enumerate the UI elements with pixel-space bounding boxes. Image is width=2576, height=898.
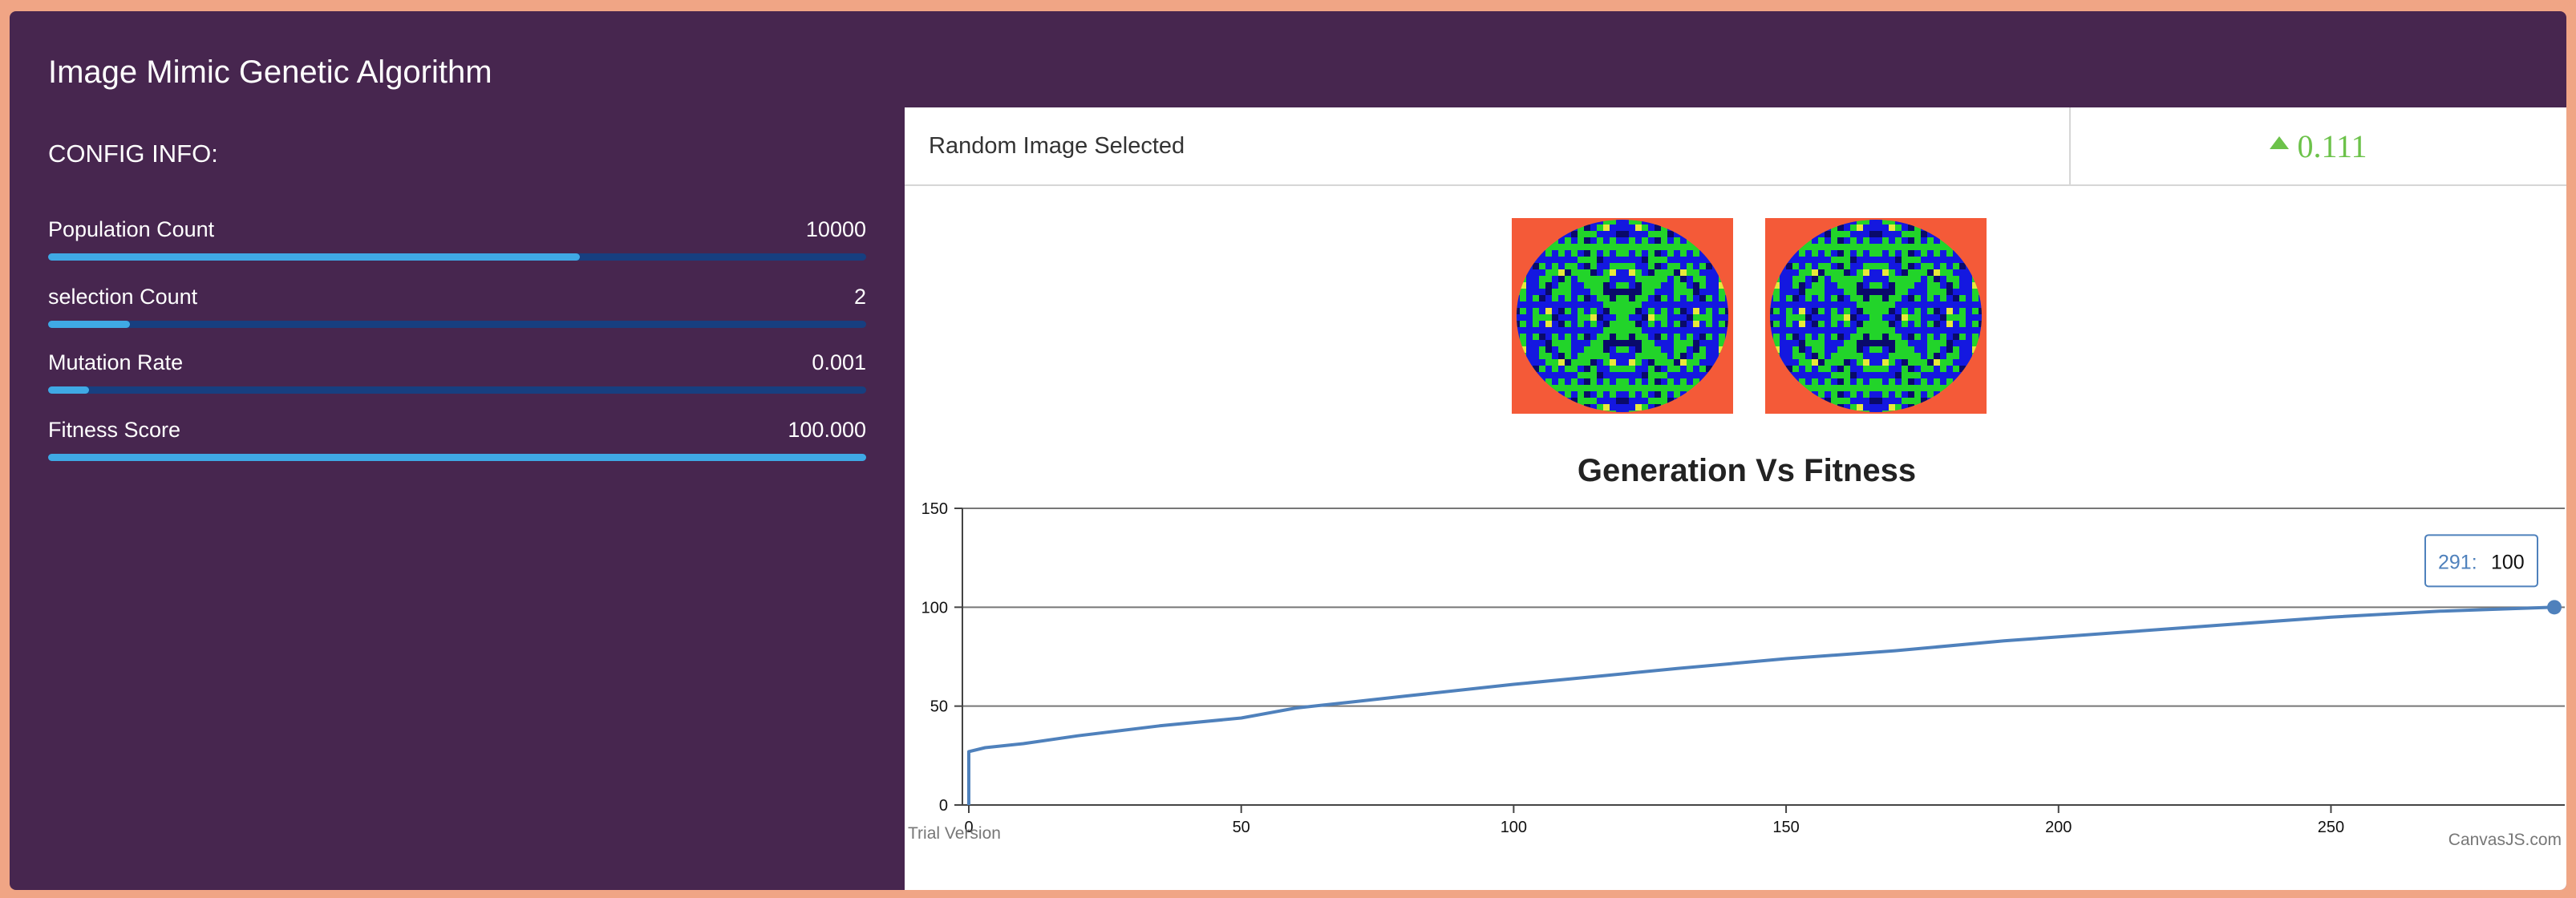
y-tick-label: 0 <box>939 797 948 815</box>
y-tick-label: 150 <box>921 500 948 518</box>
results-panel: Random Image Selected 0.111 Generation V… <box>905 107 2566 890</box>
y-tick-label: 100 <box>921 599 948 617</box>
config-label: Fitness Score <box>48 418 181 442</box>
app-window: Image Mimic Genetic Algorithm CONFIG INF… <box>10 11 2566 890</box>
watermark-right[interactable]: CanvasJS.com <box>2448 831 2562 849</box>
triangle-up-icon <box>2270 136 2290 149</box>
config-value: 2 <box>853 285 866 309</box>
data-point[interactable] <box>2547 600 2562 615</box>
generation-fitness-chart: Generation Vs Fitness 0 50 100 150 0 50 100 150 2… <box>905 452 2566 890</box>
chart-title: Generation Vs Fitness <box>1578 453 1916 488</box>
series-line <box>967 605 2555 805</box>
config-population-count: Population Count 10000 <box>48 215 866 271</box>
app-title: Image Mimic Genetic Algorithm <box>48 55 492 90</box>
chart-svg: Generation Vs Fitness 0 50 100 150 0 50 100 150 2… <box>908 453 2565 849</box>
x-tick-label: 100 <box>1501 819 1527 836</box>
evolved-image <box>1765 218 1987 414</box>
x-tick-label: 50 <box>1233 819 1250 836</box>
info-bar: Random Image Selected 0.111 <box>905 107 2566 186</box>
chart-tooltip: 291: 100 <box>2424 534 2538 588</box>
config-panel: CONFIG INFO: Population Count 10000 sele… <box>10 107 905 890</box>
config-mutation-rate: Mutation Rate 0.001 <box>48 348 866 404</box>
progress-fill <box>48 386 89 394</box>
x-tick-label: 200 <box>2045 819 2072 836</box>
info-divider <box>2069 107 2071 184</box>
target-image <box>1512 218 1733 414</box>
status-text: Random Image Selected <box>929 133 1185 159</box>
stat-value: 0.111 <box>2297 127 2367 164</box>
config-fitness-score: Fitness Score 100.000 <box>48 415 866 471</box>
x-tick-label: 150 <box>1772 819 1799 836</box>
x-tick-label: 250 <box>2318 819 2344 836</box>
x-tick-label: 0 <box>964 819 973 836</box>
y-tick-label: 50 <box>930 698 948 716</box>
tooltip-x: 291: <box>2438 551 2477 573</box>
stat-readout: 0.111 <box>2071 107 2566 184</box>
config-value: 100.000 <box>788 418 866 442</box>
config-label: selection Count <box>48 285 198 309</box>
progress-track <box>48 454 866 461</box>
progress-track <box>48 386 866 394</box>
tooltip-y: 100 <box>2491 551 2525 573</box>
progress-track <box>48 321 866 328</box>
progress-fill <box>48 321 130 328</box>
config-label: Population Count <box>48 217 215 241</box>
progress-fill <box>48 253 580 261</box>
watermark-left: Trial Version <box>908 824 1001 843</box>
progress-track <box>48 253 866 261</box>
progress-fill <box>48 454 866 461</box>
config-selection-count: selection Count 2 <box>48 282 866 338</box>
config-label: Mutation Rate <box>48 350 184 374</box>
config-value: 10000 <box>805 217 866 241</box>
config-value: 0.001 <box>812 350 866 374</box>
config-title: CONFIG INFO: <box>48 140 218 168</box>
